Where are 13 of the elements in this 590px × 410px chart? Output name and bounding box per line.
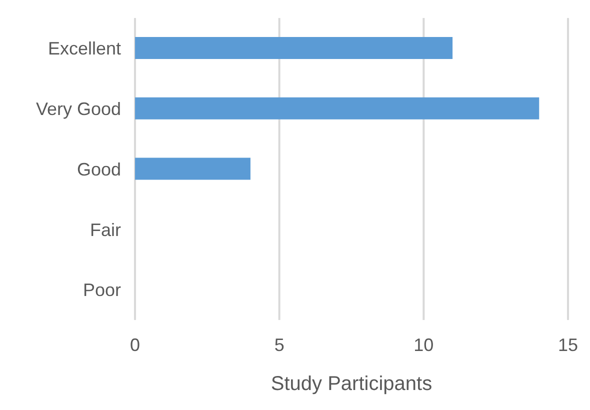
x-tick-label: 10 [414, 334, 434, 355]
x-tick-label: 5 [274, 334, 284, 355]
y-tick-label: Good [76, 159, 121, 180]
y-tick-label: Poor [82, 280, 121, 300]
bar [135, 97, 540, 120]
x-tick-label: 15 [558, 334, 578, 355]
x-axis-title: Study Participants [270, 373, 432, 395]
y-tick-label: Very Good [36, 98, 121, 119]
y-tick-label: Fair [90, 220, 122, 240]
y-tick-label: Excellent [48, 38, 121, 59]
bar [135, 37, 453, 59]
x-tick-label: 0 [130, 334, 140, 355]
bar [135, 158, 250, 180]
